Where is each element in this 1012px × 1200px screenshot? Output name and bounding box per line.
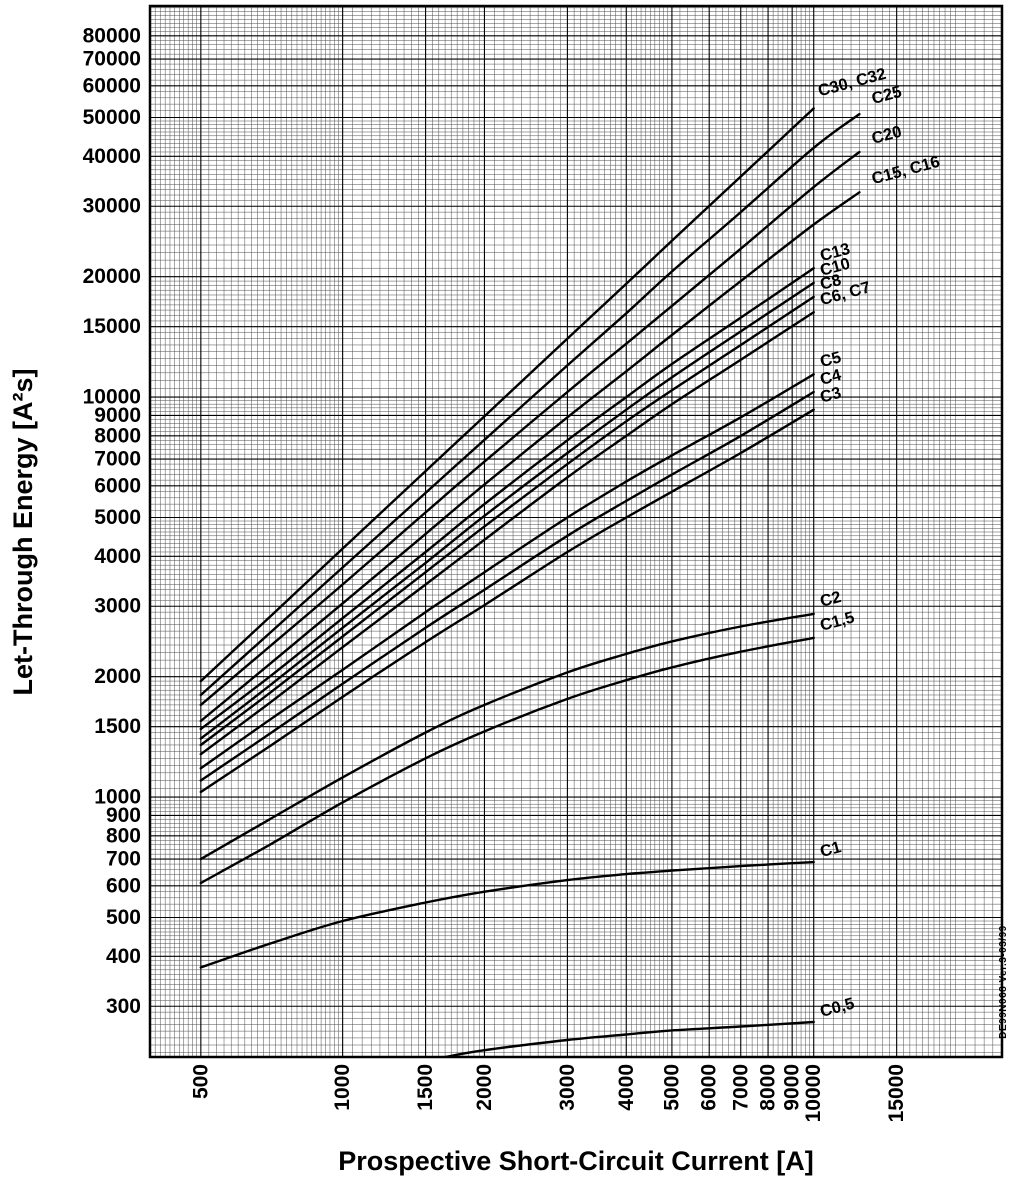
y-tick-label: 500 <box>106 906 141 929</box>
curve-label: C15, C16 <box>870 153 942 188</box>
curve-c1-5 <box>199 636 815 885</box>
x-tick-label: 1000 <box>331 1064 354 1111</box>
y-tick-label: 7000 <box>94 448 141 471</box>
curve-c2 <box>199 612 815 861</box>
y-tick-label: 80000 <box>83 24 141 47</box>
x-tick-label: 3000 <box>556 1064 579 1111</box>
x-tick-label: 8000 <box>757 1064 780 1111</box>
y-tick-label: 4000 <box>94 545 141 568</box>
curve-label: C3 <box>818 384 843 407</box>
y-tick-label: 15000 <box>83 315 141 338</box>
major-grid <box>150 6 1002 1057</box>
y-tick-label: 3000 <box>94 595 141 618</box>
y-tick-label: 60000 <box>83 74 141 97</box>
minor-grid <box>149 6 1002 1057</box>
y-tick-label: 50000 <box>83 106 141 129</box>
x-tick-label: 15000 <box>885 1064 908 1122</box>
y-tick-label: 20000 <box>83 265 141 288</box>
curve-c10 <box>199 281 815 740</box>
y-tick-label: 8000 <box>94 424 141 447</box>
curve-c20 <box>199 150 861 707</box>
x-tick-labels: 500 1000 1500 2000 3000 4000 5000 6000 7000 8000 9… <box>189 1064 908 1122</box>
y-tick-label: 400 <box>106 945 141 968</box>
x-tick-label: 4000 <box>615 1064 638 1111</box>
curve-c13 <box>199 267 815 731</box>
plot-border <box>148 4 1004 1059</box>
x-tick-label: 1500 <box>414 1064 437 1111</box>
y-tick-label: 10000 <box>83 386 141 409</box>
y-tick-label: 1000 <box>94 786 141 809</box>
x-axis-title: Prospective Short-Circuit Current [A] <box>338 1146 814 1176</box>
curve-c8 <box>199 295 815 747</box>
curve-c4 <box>199 390 815 782</box>
y-tick-label: 300 <box>106 995 141 1018</box>
y-tick-label: 1500 <box>94 715 141 738</box>
x-tick-label: 7000 <box>729 1064 752 1111</box>
y-tick-label: 600 <box>106 874 141 897</box>
x-tick-label: 500 <box>189 1064 212 1099</box>
curve-c15-c16 <box>199 191 861 723</box>
version-watermark: DE99N068 Ver.3-03/99 <box>998 925 1009 1039</box>
curve-c1 <box>199 860 815 969</box>
curve-c6-c7 <box>199 311 815 756</box>
y-tick-label: 800 <box>106 824 141 847</box>
y-tick-label: 70000 <box>83 48 141 71</box>
curve-c5 <box>199 373 815 770</box>
curve-c30-c32 <box>199 107 815 683</box>
curve-label: C1 <box>818 838 843 861</box>
x-tick-label: 6000 <box>698 1064 721 1111</box>
y-tick-label: 9000 <box>94 404 141 427</box>
curve-c0-5 <box>443 1020 815 1057</box>
y-tick-label: 30000 <box>83 195 141 218</box>
x-tick-label: 9000 <box>781 1064 804 1111</box>
curve-label: C20 <box>870 123 904 148</box>
y-tick-label: 6000 <box>94 474 141 497</box>
y-tick-label: 2000 <box>94 665 141 688</box>
y-tick-label: 700 <box>106 848 141 871</box>
x-tick-label: 5000 <box>660 1064 683 1111</box>
curve-label: C2 <box>818 588 843 611</box>
curve-c3 <box>199 408 815 794</box>
curve-label: C4 <box>818 366 844 389</box>
curve-c25 <box>199 112 861 697</box>
x-tick-label: 2000 <box>473 1064 496 1111</box>
curve-label: C8 <box>818 271 843 294</box>
x-tick-label: 10000 <box>802 1064 825 1122</box>
y-tick-label: 40000 <box>83 145 141 168</box>
curve-label: C5 <box>818 348 843 371</box>
curves <box>199 107 861 1057</box>
y-tick-label: 5000 <box>94 506 141 529</box>
y-tick-label: 900 <box>106 804 141 827</box>
